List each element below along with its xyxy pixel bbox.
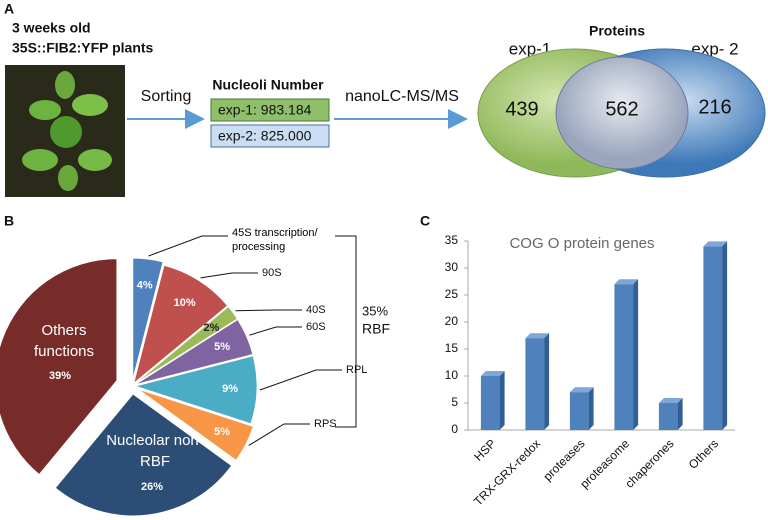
- y-tick-label: 5: [451, 395, 458, 409]
- annotation: 35%: [362, 303, 388, 318]
- count-box: [210, 98, 330, 122]
- venn-count: 216: [698, 96, 731, 118]
- bar: [614, 284, 634, 430]
- y-tick-label: 20: [445, 314, 459, 328]
- x-tick-label: proteases: [540, 436, 587, 483]
- value-label: 26%: [141, 481, 163, 493]
- leader-line: [248, 423, 310, 446]
- plant-photo: [5, 65, 125, 197]
- leader-line: [148, 235, 228, 257]
- slice-label: RPL: [346, 364, 367, 376]
- step-label: Sorting: [141, 88, 192, 105]
- pie-slice: [54, 393, 233, 517]
- bar-top: [480, 371, 505, 376]
- count-text: exp-1: 983.184: [218, 102, 312, 118]
- bar-side: [633, 279, 639, 430]
- bracket: [335, 235, 357, 428]
- bar: [703, 246, 723, 430]
- y-tick-label: 30: [445, 260, 459, 274]
- leader-line: [249, 326, 302, 336]
- pie-slice: [132, 257, 164, 381]
- bar-side: [677, 398, 683, 430]
- leader-line: [259, 369, 342, 391]
- y-tick-label: 10: [445, 368, 459, 382]
- panel-label: A: [4, 1, 14, 17]
- slice-label: Others functions: [33, 322, 95, 360]
- slice-label: 90S: [262, 267, 282, 279]
- slice-label: Nucleolar non-RBF: [106, 432, 204, 470]
- bar-top: [703, 241, 728, 247]
- box-title: Nucleoli Number: [212, 77, 324, 93]
- x-tick-label: HSP: [471, 436, 498, 463]
- pie-slice: [134, 305, 239, 385]
- y-tick-label: 35: [445, 233, 459, 247]
- pie-slice: [133, 355, 258, 425]
- y-tick-label: 15: [445, 341, 459, 355]
- slice-label: 45S transcription/ processing: [232, 227, 318, 253]
- bar-side: [499, 371, 505, 430]
- bar-top: [658, 398, 683, 403]
- step-label: nanoLC-MS/MS: [345, 88, 459, 105]
- value-label: 5%: [214, 341, 230, 353]
- venn-overlap: [555, 56, 689, 170]
- bar-side: [588, 387, 594, 430]
- plant-text: 35S::FIB2:YFP plants: [12, 40, 154, 56]
- bar-top: [525, 333, 550, 339]
- bar-side: [544, 333, 550, 430]
- plant-text: 3 weeks old: [12, 20, 91, 36]
- venn-count: 562: [605, 98, 638, 120]
- bar: [525, 338, 545, 430]
- panel-label: B: [4, 213, 14, 229]
- bar: [569, 392, 589, 430]
- venn-count: 439: [505, 98, 538, 120]
- pie-slice: [0, 258, 118, 476]
- slice-label: RPS: [314, 418, 337, 430]
- value-label: 5%: [214, 426, 230, 438]
- panel-label: C: [420, 213, 430, 229]
- slice-label: Nucleolar non-RBF: [106, 432, 204, 470]
- value-label: 10%: [174, 297, 196, 309]
- pie-slice: [132, 264, 229, 385]
- slice-label: 40S: [306, 304, 326, 316]
- annotation: RBF: [362, 321, 390, 337]
- bar-side: [722, 241, 728, 430]
- pie-slice: [134, 318, 254, 386]
- y-tick-label: 0: [451, 422, 458, 436]
- slice-label: 45S transcription/ processing: [232, 227, 318, 253]
- x-tick-label: Others: [686, 436, 721, 471]
- value-label: 9%: [222, 383, 238, 395]
- y-tick-label: 25: [445, 287, 459, 301]
- slice-label: Others functions: [33, 322, 95, 360]
- value-label: 2%: [203, 322, 219, 334]
- value-label: 39%: [49, 370, 71, 382]
- value-label: 4%: [137, 280, 153, 292]
- bar-top: [614, 279, 639, 285]
- venn-title: Proteins: [589, 23, 645, 39]
- slice-label: 60S: [306, 321, 326, 333]
- leader-line: [200, 272, 258, 279]
- count-text: exp-2: 825.000: [218, 128, 312, 144]
- count-box: [210, 124, 330, 148]
- bar-top: [569, 387, 594, 393]
- pie-slice: [137, 388, 255, 462]
- leader-line: [235, 309, 302, 312]
- bar: [480, 376, 500, 430]
- bar: [658, 403, 678, 430]
- x-tick-label: chaperones: [622, 436, 676, 490]
- chart-annotation: COG O protein genes: [509, 235, 654, 252]
